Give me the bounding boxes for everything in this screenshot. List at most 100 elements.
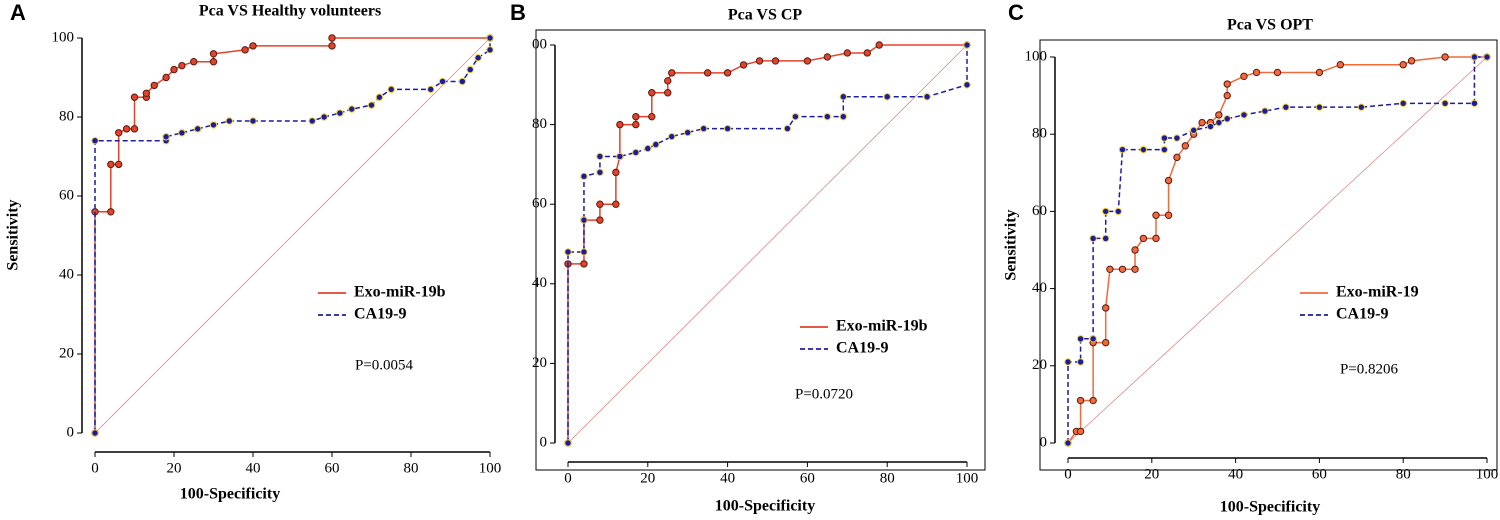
y-tick-label: 80 bbox=[532, 116, 547, 132]
roc-point bbox=[107, 208, 115, 216]
roc-point bbox=[142, 89, 151, 98]
roc-point bbox=[1076, 427, 1085, 436]
roc-point bbox=[1076, 358, 1085, 366]
roc-point bbox=[249, 117, 257, 125]
chart-title: Pca VS OPT bbox=[1227, 17, 1313, 34]
roc-point bbox=[1441, 99, 1449, 108]
roc-point bbox=[1076, 396, 1085, 405]
roc-point bbox=[1206, 122, 1215, 131]
roc-point bbox=[723, 124, 732, 133]
roc-point bbox=[632, 112, 640, 121]
y-tick-label: 60 bbox=[59, 187, 74, 203]
roc-point bbox=[652, 140, 660, 149]
roc-point bbox=[580, 248, 588, 256]
roc-point bbox=[1483, 53, 1491, 61]
roc-point bbox=[1181, 142, 1190, 150]
roc-point bbox=[703, 69, 712, 77]
y-tick-label: 20 bbox=[1032, 357, 1047, 373]
roc-point bbox=[664, 89, 672, 97]
roc-point bbox=[328, 34, 336, 42]
roc-point bbox=[1215, 118, 1223, 127]
roc-point bbox=[1357, 103, 1366, 111]
roc-point bbox=[1064, 439, 1072, 447]
roc-point bbox=[1198, 118, 1206, 127]
chart-title: Pca VS Healthy volunteers bbox=[199, 3, 381, 20]
y-tick-label: 80 bbox=[1032, 126, 1047, 142]
roc-point bbox=[115, 129, 123, 137]
roc-point bbox=[150, 81, 158, 90]
roc-point bbox=[632, 148, 640, 157]
y-tick-label: 60 bbox=[1032, 203, 1047, 219]
roc-point bbox=[612, 168, 620, 177]
roc-point bbox=[1152, 211, 1160, 219]
y-tick-label: 60 bbox=[532, 196, 547, 212]
roc-point bbox=[1470, 53, 1479, 61]
roc-point bbox=[178, 129, 186, 137]
roc-point bbox=[367, 101, 376, 109]
reference-line bbox=[1067, 56, 1488, 444]
roc-point bbox=[616, 152, 624, 161]
x-tick-label: 40 bbox=[720, 470, 735, 486]
roc-point bbox=[1114, 207, 1122, 216]
roc-point bbox=[1240, 72, 1248, 81]
x-tick-label: 100 bbox=[1476, 466, 1499, 482]
x-axis-label: 100-Specificity bbox=[180, 486, 280, 503]
roc-point bbox=[875, 41, 883, 49]
roc-point bbox=[1223, 91, 1231, 100]
roc-point bbox=[723, 69, 732, 77]
roc-point bbox=[130, 125, 139, 133]
roc-point bbox=[1173, 134, 1181, 142]
roc-point bbox=[209, 121, 218, 129]
roc-point bbox=[648, 89, 656, 97]
y-tick-label: 20 bbox=[59, 345, 74, 361]
roc-line bbox=[567, 45, 968, 443]
roc-point bbox=[963, 81, 971, 89]
roc-point bbox=[438, 77, 447, 86]
roc-point bbox=[564, 248, 572, 256]
roc-point bbox=[1261, 107, 1269, 115]
roc-point bbox=[1102, 207, 1110, 216]
roc-point bbox=[1315, 68, 1324, 77]
y-tick-label: 100 bbox=[1025, 48, 1048, 64]
roc-point bbox=[1282, 103, 1290, 111]
roc-point bbox=[616, 120, 624, 129]
x-tick-label: 80 bbox=[1396, 466, 1411, 482]
x-axis-label: 100-Specificity bbox=[1220, 499, 1320, 516]
roc-point bbox=[1240, 111, 1248, 119]
x-tick-label: 0 bbox=[564, 470, 572, 486]
roc-point bbox=[190, 58, 198, 66]
roc-point bbox=[596, 200, 604, 208]
x-tick-label: 100 bbox=[479, 460, 502, 476]
roc-point bbox=[668, 69, 676, 77]
x-tick-label: 40 bbox=[1228, 466, 1243, 482]
legend-label: CA19-9 bbox=[354, 306, 406, 323]
roc-point bbox=[122, 125, 131, 133]
x-tick-label: 20 bbox=[640, 470, 655, 486]
roc-point bbox=[839, 93, 848, 101]
roc-point bbox=[91, 429, 99, 437]
roc-point bbox=[1164, 176, 1173, 185]
y-tick-label: 40 bbox=[59, 266, 74, 282]
legend-label: Exo-miR-19 bbox=[1336, 284, 1419, 301]
x-tick-label: 20 bbox=[167, 460, 182, 476]
roc-point bbox=[1139, 145, 1148, 154]
roc-point bbox=[1102, 234, 1110, 243]
roc-point bbox=[1089, 396, 1097, 405]
roc-point bbox=[664, 77, 672, 85]
reference-line bbox=[567, 44, 968, 444]
roc-point bbox=[1118, 265, 1127, 273]
roc-point bbox=[580, 216, 588, 224]
roc-point bbox=[783, 124, 792, 133]
roc-point bbox=[1190, 126, 1198, 135]
roc-point bbox=[115, 160, 123, 169]
roc-point bbox=[1399, 61, 1407, 69]
roc-point bbox=[1160, 134, 1169, 142]
roc-point bbox=[863, 49, 871, 57]
roc-point bbox=[486, 46, 494, 54]
roc-point bbox=[107, 160, 115, 169]
y-tick-label: 0 bbox=[1040, 434, 1048, 450]
roc-point bbox=[474, 54, 482, 62]
x-tick-label: 40 bbox=[246, 460, 261, 476]
y-tick-label: 00 bbox=[532, 36, 547, 52]
